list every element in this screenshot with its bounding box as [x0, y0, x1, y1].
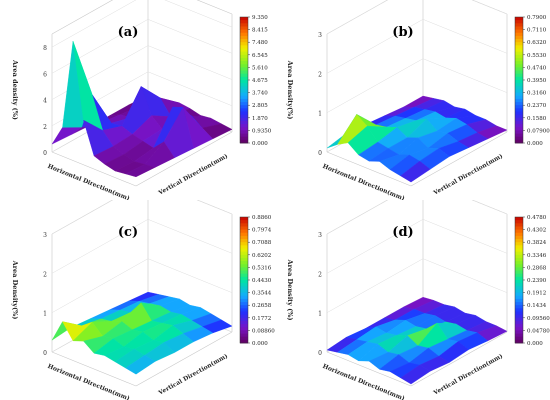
colorbar-tick-label: 0.000: [527, 141, 543, 147]
z-tick-label: 0: [43, 350, 47, 357]
z-axis-label: Area Density(%): [11, 260, 19, 320]
surface-cell: [124, 164, 156, 178]
colorbar-tick-label: 0.1912: [527, 291, 546, 297]
z-tick-label: 2: [43, 124, 47, 131]
surface: [326, 95, 508, 183]
y-axis-label: Vertical Direction(mm): [157, 353, 230, 397]
colorbar-tick-label: 0.3950: [527, 78, 547, 84]
z-tick-label: 0: [43, 150, 47, 157]
colorbar-tick-label: 0.8860: [252, 215, 272, 221]
colorbar-tick-label: 5.610: [252, 65, 268, 71]
colorbar-tick-label: 0.6202: [252, 253, 271, 259]
surface: [51, 291, 233, 375]
z-tick-label: 2: [318, 271, 322, 278]
z-tick-label: 0: [318, 150, 322, 157]
colorbar-tick-label: 6.545: [252, 53, 268, 59]
z-tick-label: 2: [43, 271, 47, 278]
z-tick-label: 6: [43, 71, 47, 78]
colorbar-tick-label: 0.07900: [527, 128, 550, 134]
x-axis-label: Horizontal Direction(mm): [47, 363, 131, 400]
colorbar: [514, 216, 525, 344]
z-tick-label: 4: [43, 98, 47, 105]
colorbar-tick-label: 0.4430: [252, 278, 272, 284]
colorbar-tick-label: 0.3346: [527, 253, 547, 259]
chart-panel-3: 0 1 2 3 Area Density(%) Horizontal Direction(…: [11, 200, 275, 400]
z-axis-label: Area Density (%): [286, 258, 294, 320]
z-tick-label: 2: [318, 71, 322, 78]
z-tick-label: 8: [43, 45, 47, 52]
colorbar-tick-label: 1.870: [252, 116, 268, 122]
surface: [51, 41, 233, 178]
colorbar-tick-label: 0.08860: [252, 328, 275, 334]
colorbar-tick-label: 0.000: [527, 341, 543, 347]
colorbar-tick-label: 0.1580: [527, 116, 547, 122]
colorbar-tick-label: 0.4302: [527, 228, 546, 234]
colorbar-tick-label: 0.3544: [252, 291, 272, 297]
colorbar-tick-label: 8.415: [252, 28, 268, 34]
colorbar-tick-label: 9.350: [252, 15, 268, 21]
colorbar-tick-label: 4.675: [252, 78, 268, 84]
panel-label: (c): [118, 225, 138, 240]
z-tick-label: 1: [43, 311, 47, 318]
surface-cell: [125, 354, 156, 375]
surface-cell: [400, 160, 431, 183]
colorbar-tick-label: 0.1772: [252, 316, 271, 322]
z-tick-label: 3: [318, 32, 322, 39]
colorbar-tick-label: 0.2868: [527, 265, 547, 271]
colorbar-tick-label: 0.5316: [252, 265, 272, 271]
colorbar-tick-label: 0.9350: [252, 128, 272, 134]
surface: [326, 296, 508, 385]
colorbar-tick-label: 0.7900: [527, 15, 547, 21]
colorbar-tick-label: 0.4740: [527, 65, 547, 71]
surface-cell: [400, 364, 431, 385]
colorbar-tick-label: 0.04780: [527, 328, 550, 334]
colorbar-tick-label: 2.805: [252, 103, 268, 109]
colorbar-tick-label: 0.000: [252, 141, 268, 147]
z-axis-label: Area Density(%): [286, 60, 294, 120]
colorbar-tick-label: 0.09560: [527, 316, 550, 322]
colorbar-tick-label: 0.7974: [252, 228, 272, 234]
z-axis-label: Area density (%): [11, 59, 19, 120]
colorbar-tick-label: 0.5530: [527, 53, 547, 59]
z-tick-label: 3: [318, 232, 322, 239]
panel-label: (a): [118, 25, 139, 40]
colorbar-tick-label: 0.1434: [527, 303, 547, 309]
colorbar-tick-label: 0.2390: [527, 278, 547, 284]
surface-cell: [51, 126, 83, 145]
colorbar-tick-label: 3.740: [252, 91, 268, 97]
panel-label: (d): [392, 225, 413, 240]
colorbar-tick-label: 0.3160: [527, 91, 547, 97]
colorbar: [239, 16, 250, 144]
panel-label: (b): [392, 25, 413, 40]
colorbar-tick-label: 0.2370: [527, 103, 547, 109]
colorbar-tick-label: 0.7110: [527, 28, 547, 34]
colorbar: [514, 16, 525, 144]
colorbar-tick-label: 0.000: [252, 341, 268, 347]
colorbar-tick-label: 0.6320: [527, 40, 547, 46]
colorbar: [239, 216, 250, 344]
z-tick-label: 1: [318, 111, 322, 118]
colorbar-tick-label: 0.4780: [527, 215, 547, 221]
z-tick-label: 3: [43, 232, 47, 239]
colorbar-tick-label: 0.7088: [252, 240, 272, 246]
colorbar-tick-label: 0.2658: [252, 303, 272, 309]
z-tick-label: 0: [318, 350, 322, 357]
colorbar-tick-label: 7.480: [252, 40, 268, 46]
z-tick-label: 1: [318, 311, 322, 318]
colorbar-tick-label: 0.3824: [527, 240, 547, 246]
